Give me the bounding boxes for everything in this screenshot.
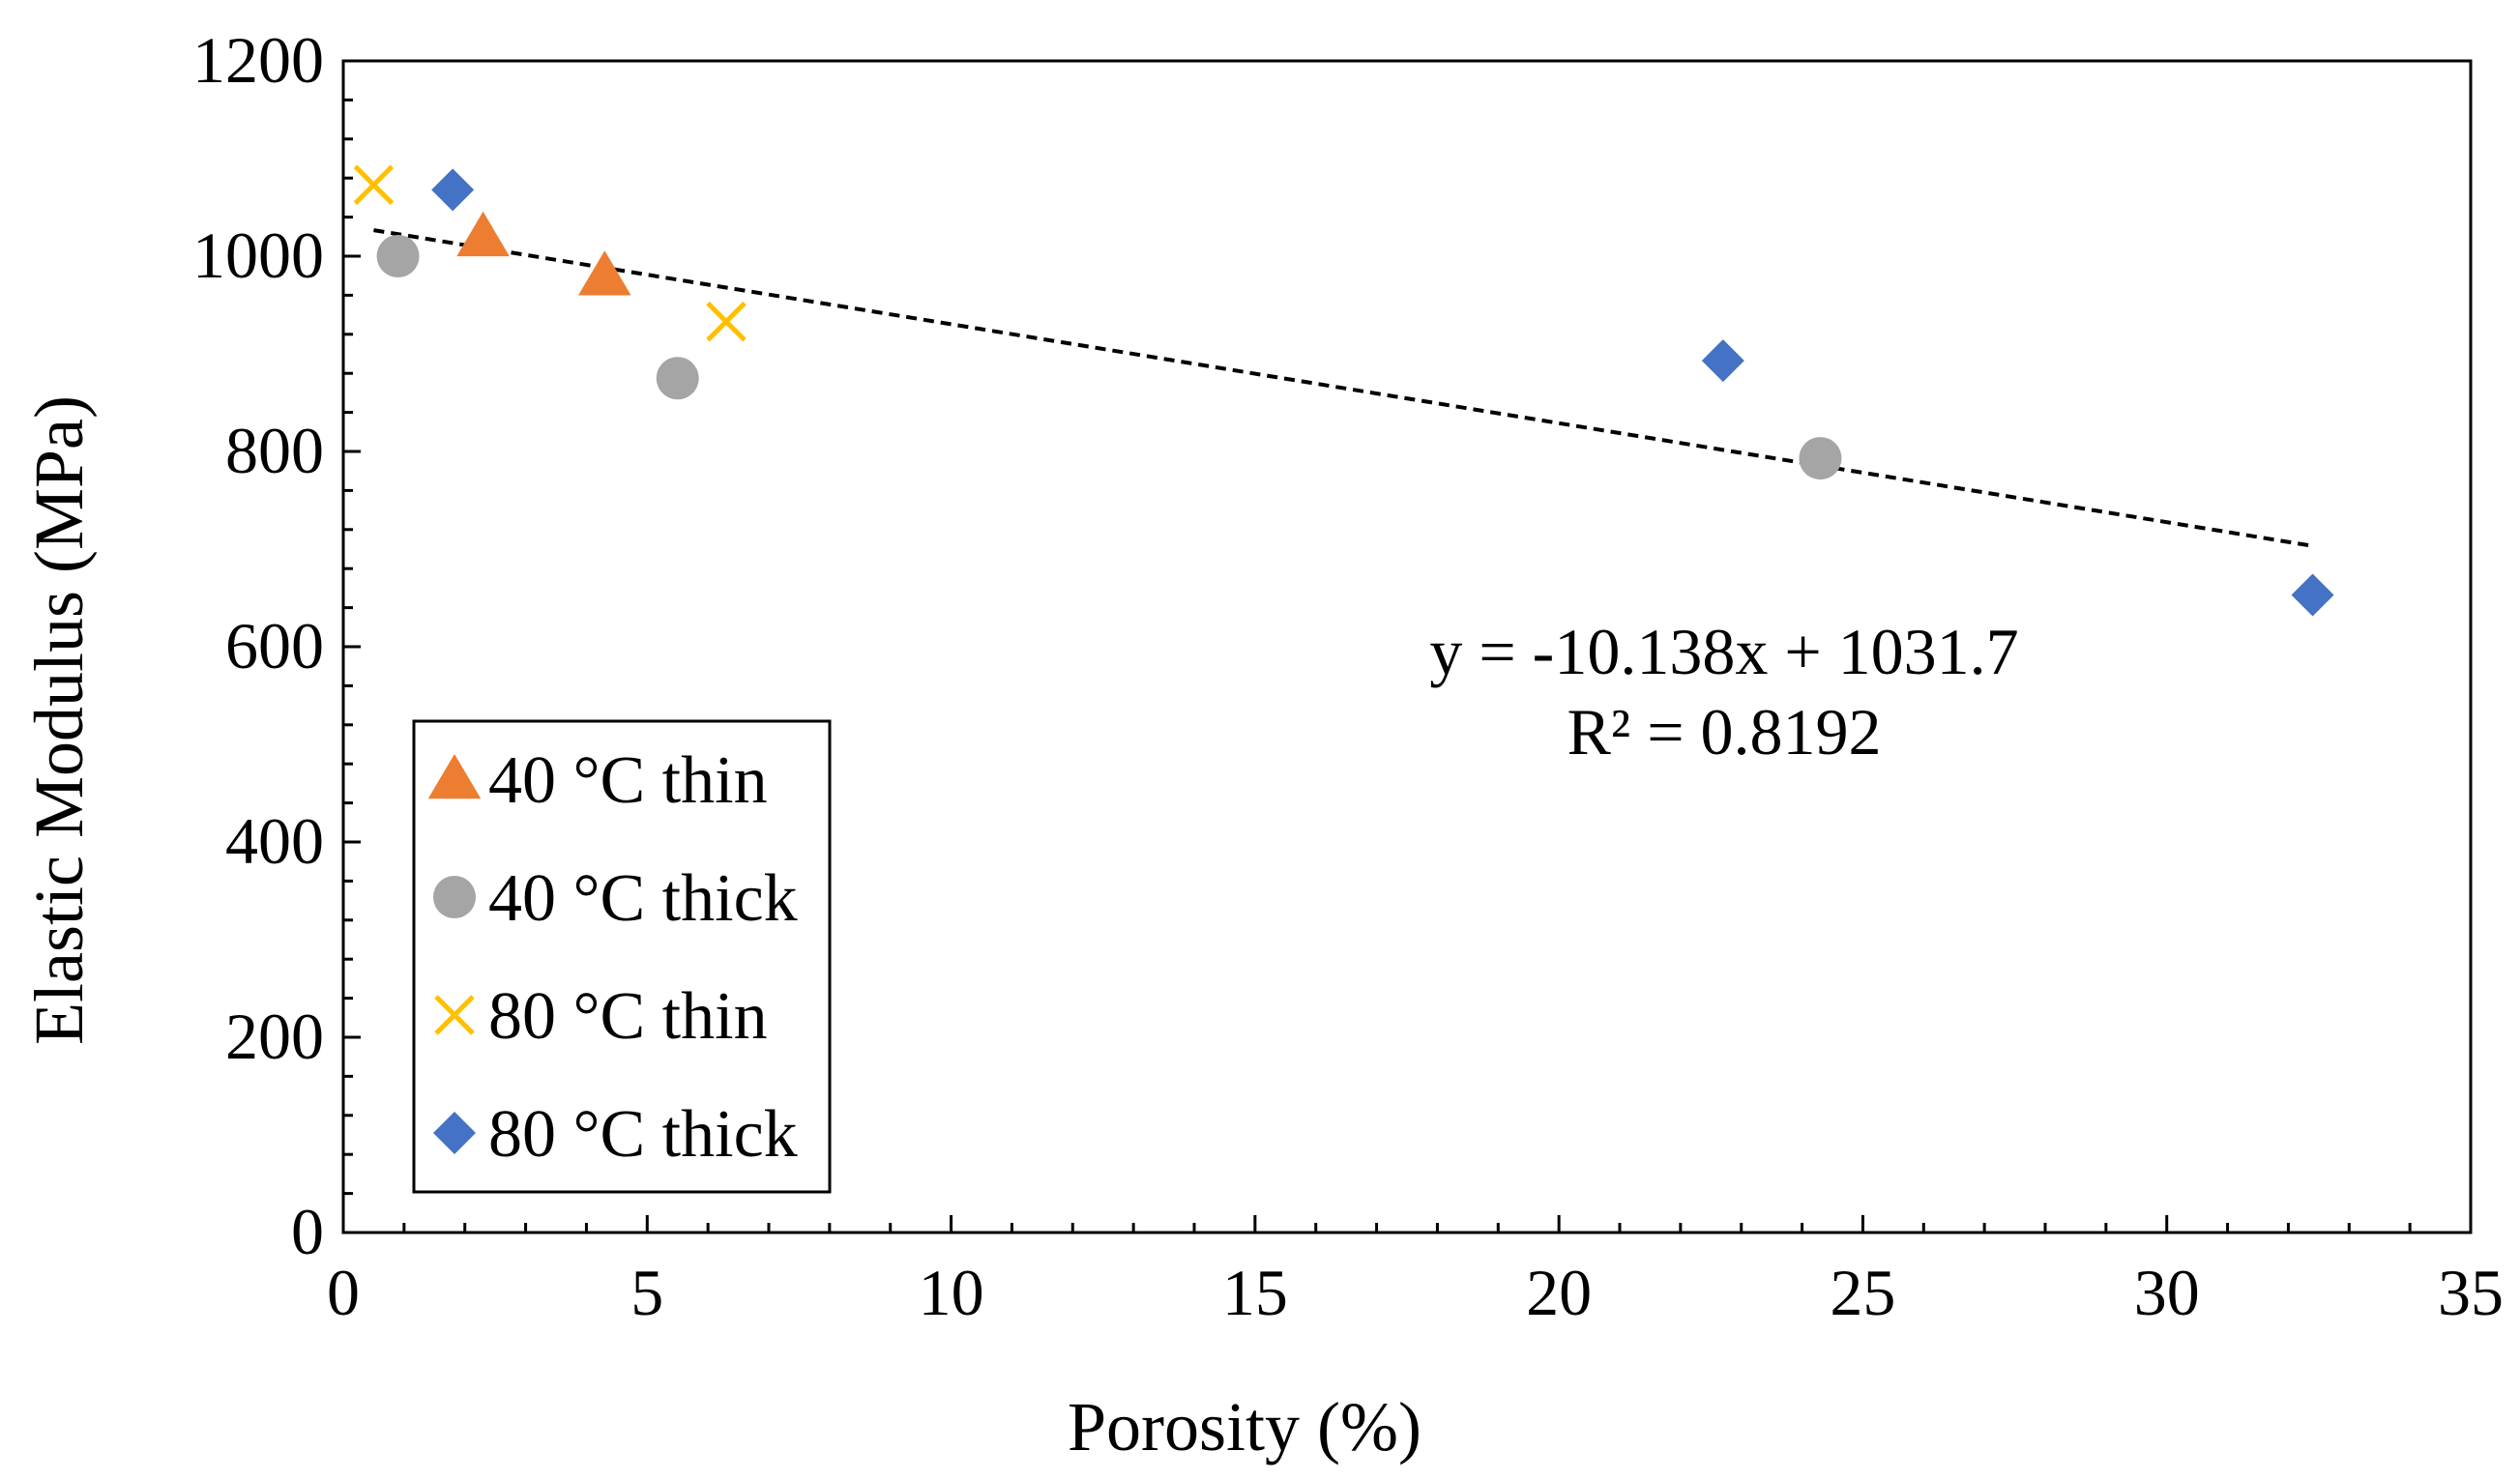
y-axis-label: Elastic Modulus (MPa) <box>20 395 98 1045</box>
legend-markers <box>427 754 482 1154</box>
x-tick-label: 20 <box>1526 1256 1592 1329</box>
trendline-equation: y = -10.138x + 1031.7 <box>1429 615 2018 688</box>
trendline <box>373 228 2313 548</box>
legend: 40 °C thin 40 °C thick 80 °C thin 80 °C … <box>412 719 832 1194</box>
y-tick-label: 1200 <box>192 23 324 97</box>
data-point-series0-triangle <box>456 211 510 257</box>
x-tick-label: 0 <box>327 1256 360 1329</box>
data-point-series3-diamond <box>2291 573 2334 617</box>
y-tick-label: 800 <box>225 414 324 487</box>
x-tick-label: 25 <box>1830 1256 1895 1329</box>
data-point-series3-diamond <box>1701 339 1744 383</box>
legend-marker-x <box>434 995 475 1035</box>
data-point-series1-circle <box>656 357 699 400</box>
data-point-series2-x <box>353 164 395 206</box>
data-point-series0-triangle <box>577 250 631 296</box>
axes-layer: 0 5 10 15 20 25 30 35 0 200 400 600 800 1000 1200 <box>192 23 2504 1329</box>
legend-label-80c-thin: 80 °C thin <box>488 979 768 1054</box>
legend-box <box>412 719 832 1194</box>
legend-label-80c-thick: 80 °C thick <box>488 1097 798 1172</box>
data-points-layer <box>353 164 2334 617</box>
y-tick-label: 600 <box>225 609 324 682</box>
data-point-series1-circle <box>376 235 420 277</box>
y-tick-label: 1000 <box>192 218 324 292</box>
legend-marker-triangle <box>427 754 482 799</box>
y-tick-label: 0 <box>291 1195 324 1268</box>
legend-label-40c-thick: 40 °C thick <box>488 861 798 936</box>
trendline-r-squared: R² = 0.8192 <box>1567 695 1881 769</box>
x-tick-label: 10 <box>919 1256 984 1329</box>
legend-marker-circle <box>433 876 476 918</box>
x-tick-label: 5 <box>630 1256 663 1329</box>
data-point-series1-circle <box>1799 437 1842 480</box>
y-tick-label: 200 <box>225 1000 324 1073</box>
data-point-series3-diamond <box>431 168 475 212</box>
x-tick-label: 30 <box>2134 1256 2200 1329</box>
trendline-layer <box>373 228 2313 548</box>
x-tick-label: 15 <box>1222 1256 1288 1329</box>
x-axis-label: Porosity (%) <box>1068 1388 1421 1465</box>
data-point-series2-x <box>706 301 747 342</box>
legend-marker-diamond <box>433 1112 476 1154</box>
labels-layer: Porosity (%) Elastic Modulus (MPa) y = -… <box>20 395 2019 1465</box>
y-tick-label: 400 <box>225 804 324 878</box>
legend-label-40c-thin: 40 °C thin <box>488 743 768 818</box>
x-tick-label: 35 <box>2438 1256 2504 1329</box>
